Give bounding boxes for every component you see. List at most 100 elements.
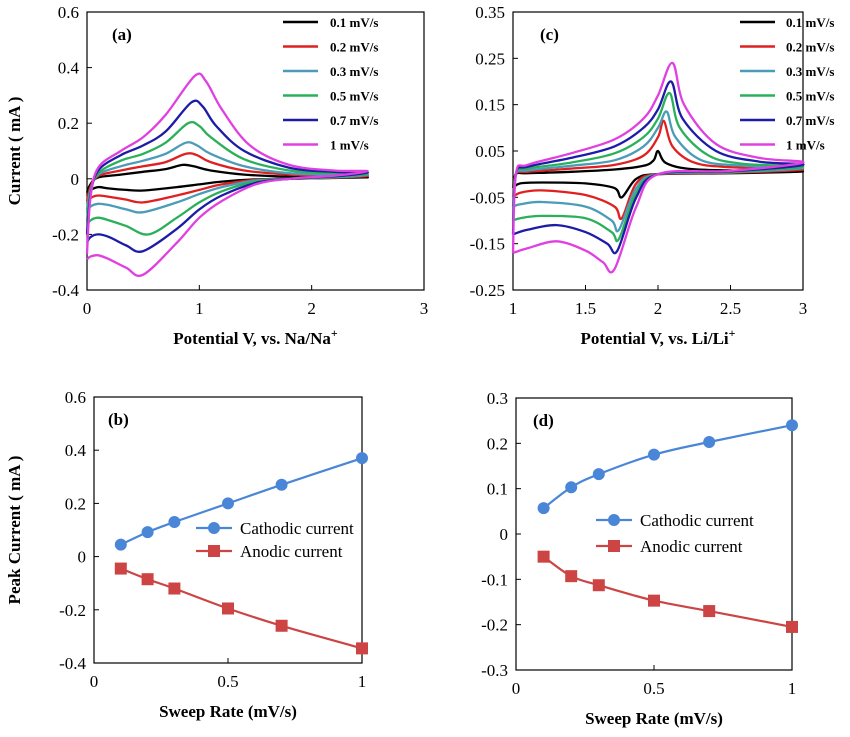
cv-curve-0-2-mV-s xyxy=(85,152,369,205)
cv-curve-0-3-mV-s xyxy=(85,141,369,214)
data-point-circle xyxy=(565,481,578,494)
cv-curve-0-5-mV-s xyxy=(511,91,805,243)
cv-curve-1-mV-s xyxy=(85,72,369,277)
panel-a: 0 1 2 3 0.6 0.4 0.2 0 -0.2 -0.4 (a) Potential V, vs… xyxy=(5,3,428,348)
cv-curve-0-5-mV-s xyxy=(85,120,369,236)
cv-curve-0-3-mV-s xyxy=(511,110,805,233)
legend-label: 0.1 mV/s xyxy=(330,15,378,30)
y-tick-label: 0.6 xyxy=(65,388,86,407)
legend-label: 0.2 mV/s xyxy=(786,40,834,55)
data-point-circle xyxy=(141,526,154,539)
y-tick-label: 0.1 xyxy=(487,480,508,499)
cv-curve-0-7-mV-s xyxy=(85,99,369,253)
y-tick-label: -0.4 xyxy=(52,281,79,300)
y-tick-label: 0.25 xyxy=(475,49,505,68)
legend-label: 0.2 mV/s xyxy=(330,40,378,55)
y-tick-label: 0.2 xyxy=(487,434,508,453)
y-tick-label: -0.15 xyxy=(470,235,505,254)
legend-label: Cathodic current xyxy=(240,519,354,538)
cv-curve-0-2-mV-s xyxy=(511,119,805,221)
x-tick-label: 0.5 xyxy=(643,679,664,698)
x-axis-title-superscript: + xyxy=(331,326,338,340)
x-axis-title: Potential V, vs. Li/Li+ xyxy=(581,326,736,348)
y-tick-label: 0.2 xyxy=(65,494,86,513)
data-point-square xyxy=(565,570,578,583)
y-tick-label: 0 xyxy=(71,170,80,189)
x-axis-title: Sweep Rate (mV/s) xyxy=(585,709,723,728)
y-axis-title: Peak Current ( mA ) xyxy=(5,456,24,605)
data-point-circle xyxy=(786,419,798,432)
panel-label: (d) xyxy=(533,411,554,430)
y-tick-label: 0.4 xyxy=(58,59,80,78)
legend-label: 0.5 mV/s xyxy=(786,89,834,104)
x-axis-title-superscript: + xyxy=(729,326,736,340)
legend-swatch-marker xyxy=(208,522,220,534)
data-point-circle xyxy=(356,452,368,465)
x-tick-label: 2 xyxy=(654,299,663,318)
y-tick-label: 0.4 xyxy=(65,441,87,460)
panel-label: (a) xyxy=(112,25,132,44)
y-tick-label: 0.15 xyxy=(475,96,505,115)
legend-label: 0.7 mV/s xyxy=(330,113,378,128)
data-point-circle xyxy=(703,435,716,448)
data-point-circle xyxy=(222,497,234,510)
data-point-square xyxy=(537,550,550,563)
cv-curve-1-mV-s xyxy=(511,61,805,274)
y-tick-label: 0.05 xyxy=(475,142,505,161)
panel-c: 1 1.5 2 2.5 3 0.35 0.25 0.15 0.05 -0.05 -0.15 -0.25… xyxy=(470,3,835,348)
x-tick-label: 0.5 xyxy=(217,672,238,691)
y-axis-title: Current ( mA ) xyxy=(5,97,24,206)
data-point-circle xyxy=(114,538,127,551)
data-point-square xyxy=(786,620,798,633)
plot-frame-a xyxy=(86,11,425,291)
x-tick-label: 1 xyxy=(358,672,367,691)
data-point-circle xyxy=(592,468,605,481)
panel-b: 0 0.5 1 0.6 0.4 0.2 0 -0.2 -0.4 (b) Sweep Rate (mV… xyxy=(5,388,368,721)
x-tick-label: 1.5 xyxy=(575,299,596,318)
panel-label: (b) xyxy=(108,410,129,429)
x-tick-label: 1 xyxy=(788,679,797,698)
data-point-square xyxy=(141,573,154,586)
x-tick-label: 0 xyxy=(90,672,99,691)
y-tick-label: 0.6 xyxy=(58,3,79,22)
y-tick-label: -0.2 xyxy=(481,616,508,635)
y-tick-label: -0.4 xyxy=(59,654,86,673)
data-point-circle xyxy=(648,448,660,461)
legend-swatch-marker xyxy=(608,540,620,552)
cv-curve-0-7-mV-s xyxy=(511,80,805,255)
x-tick-label: 1 xyxy=(509,299,518,318)
legend-swatch-marker xyxy=(208,545,220,557)
y-tick-label: -0.2 xyxy=(59,601,86,620)
series-line-circle xyxy=(542,424,793,510)
x-tick-label: 3 xyxy=(799,299,808,318)
y-tick-label: -0.2 xyxy=(52,225,79,244)
data-point-square xyxy=(703,605,716,618)
legend-swatch-marker xyxy=(608,514,620,526)
y-tick-label: 0.2 xyxy=(58,114,79,133)
series-line-square xyxy=(542,555,793,628)
legend-label: 0.7 mV/s xyxy=(786,113,834,128)
panel-label: (c) xyxy=(540,25,559,44)
legend-label: Cathodic current xyxy=(640,511,754,530)
y-tick-label: -0.1 xyxy=(481,570,508,589)
data-point-circle xyxy=(537,502,550,515)
x-tick-label: 2 xyxy=(307,299,316,318)
x-tick-label: 0 xyxy=(83,299,92,318)
data-point-circle xyxy=(168,516,181,529)
y-tick-label: -0.3 xyxy=(481,661,508,680)
legend-label: 1 mV/s xyxy=(786,138,825,153)
cv-curve-0-1-mV-s xyxy=(85,163,369,194)
y-tick-label: 0.35 xyxy=(475,3,505,22)
x-tick-label: 1 xyxy=(195,299,204,318)
panel-d: 0 0.5 1 0.3 0.2 0.1 0 -0.1 -0.2 -0.3 (d) Sweep Rate… xyxy=(481,389,798,728)
plot-frame-d xyxy=(515,397,793,671)
legend-label: 0.5 mV/s xyxy=(330,89,378,104)
y-tick-label: -0.05 xyxy=(470,188,505,207)
data-point-square xyxy=(114,562,127,575)
data-point-square xyxy=(168,582,181,595)
y-tick-label: 0.3 xyxy=(487,389,508,408)
data-point-square xyxy=(222,602,234,615)
y-tick-label: 0 xyxy=(78,548,87,567)
legend-label: 0.1 mV/s xyxy=(786,15,834,30)
